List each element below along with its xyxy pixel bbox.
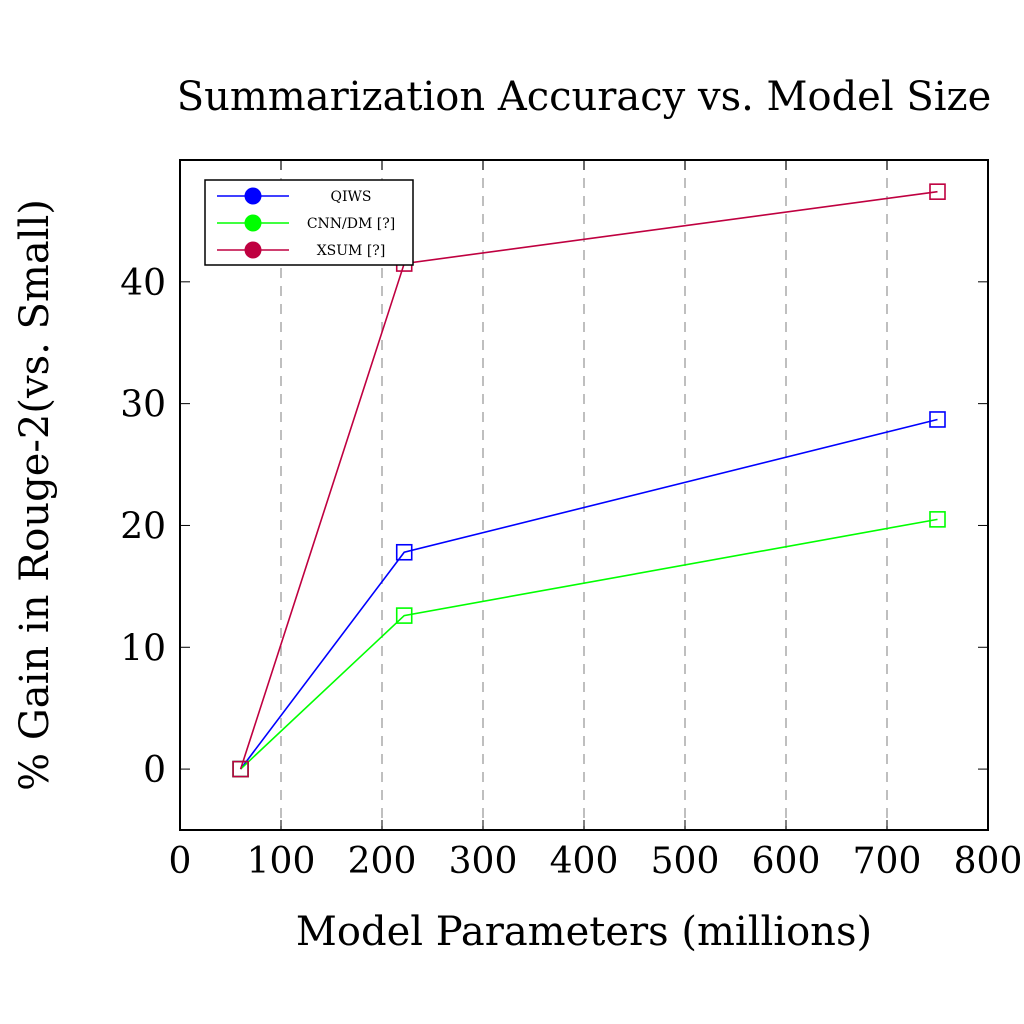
x-tick-label: 300 [449, 841, 518, 882]
y-axis-label: % Gain in Rouge-2(vs. Small) [12, 199, 58, 791]
x-axis-label: Model Parameters (millions) [296, 909, 872, 955]
series-line-0 [239, 418, 938, 770]
series-line-1 [240, 518, 938, 770]
data-point [929, 511, 946, 528]
legend-label: XSUM [?] [317, 243, 386, 259]
data-point [395, 543, 413, 561]
legend-label: QIWS [331, 189, 372, 205]
x-tick-label: 200 [348, 841, 417, 882]
y-tick-label: 30 [120, 385, 166, 426]
data-point [232, 760, 249, 778]
legend: QIWS CNN/DM [?] XSUM [?] [204, 179, 414, 266]
legend-swatch-marker [244, 187, 262, 205]
y-tick-label: 10 [120, 628, 166, 669]
chart-title: Summarization Accuracy vs. Model Size [177, 74, 992, 120]
y-tick-label: 0 [143, 750, 166, 791]
x-tick-label: 700 [853, 841, 922, 882]
ticks: 0 100 200 300 400 500 600 700 800 0 10 20 30 40 [120, 160, 1022, 882]
data-point [395, 607, 413, 624]
legend-label: CNN/DM [?] [307, 216, 395, 232]
data-point [929, 411, 946, 428]
x-tick-label: 400 [550, 841, 619, 882]
legend-swatch-marker [244, 241, 262, 259]
x-tick-label: 500 [651, 841, 720, 882]
x-tick-label: 800 [954, 841, 1023, 882]
legend-swatch-marker [244, 214, 262, 232]
x-tick-label: 0 [169, 841, 192, 882]
series-line-2 [239, 190, 938, 770]
grid [280, 160, 888, 830]
data-point [929, 183, 946, 200]
y-tick-label: 20 [120, 506, 166, 547]
y-tick-label: 40 [120, 263, 166, 304]
series-layer [232, 183, 946, 778]
x-tick-label: 100 [247, 841, 316, 882]
x-tick-label: 600 [752, 841, 821, 882]
